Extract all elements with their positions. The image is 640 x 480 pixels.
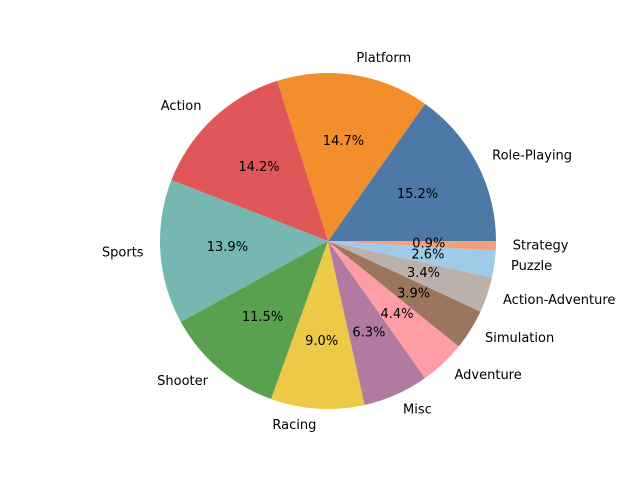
- pie-slice-puzzle: [328, 241, 496, 278]
- percent-label-simulation: 3.9%: [397, 287, 430, 302]
- pie-slice-misc: [328, 241, 426, 405]
- category-label-misc: Misc: [403, 402, 432, 417]
- percent-label-action: 14.2%: [238, 160, 279, 175]
- category-label-racing: Racing: [272, 418, 316, 433]
- pie-slice-simulation: [328, 241, 481, 347]
- category-label-simulation: Simulation: [485, 331, 554, 346]
- category-label-action: Action: [161, 99, 202, 114]
- category-label-adventure: Adventure: [455, 368, 522, 383]
- pie-slice-platform: [277, 73, 426, 241]
- category-label-sports: Sports: [102, 246, 144, 261]
- percent-label-platform: 14.7%: [323, 134, 364, 149]
- pie-slice-action-adventure: [328, 241, 492, 312]
- pie-slice-role-playing: [328, 103, 496, 241]
- pie-slice-racing: [271, 241, 365, 409]
- category-label-strategy: Strategy: [513, 239, 569, 254]
- percent-label-adventure: 4.4%: [380, 307, 413, 322]
- percent-label-misc: 6.3%: [352, 326, 385, 341]
- pie-slice-action: [171, 80, 328, 241]
- percent-label-shooter: 11.5%: [242, 310, 283, 325]
- slices-layer: [159, 73, 496, 409]
- pie-slice-sports: [159, 180, 328, 322]
- category-label-shooter: Shooter: [157, 374, 208, 389]
- percent-label-racing: 9.0%: [305, 334, 338, 349]
- percent-label-sports: 13.9%: [207, 240, 248, 255]
- percent-labels-layer: 15.2% 14.7% 14.2% 13.9% 11.5% 9.0% 6.3% 4.4% 3.9…: [207, 134, 446, 349]
- category-label-puzzle: Puzzle: [511, 259, 552, 274]
- percent-label-puzzle: 2.6%: [411, 247, 444, 262]
- pie-slice-shooter: [180, 241, 328, 400]
- category-label-role-playing: Role-Playing: [492, 149, 572, 164]
- pie-slice-adventure: [328, 241, 459, 379]
- category-label-action-adventure: Action-Adventure: [503, 293, 615, 308]
- percent-label-action-adventure: 3.4%: [407, 266, 440, 281]
- percent-label-role-playing: 15.2%: [397, 187, 438, 202]
- category-label-platform: Platform: [356, 51, 411, 66]
- pie-slice-strategy: [328, 241, 496, 251]
- category-labels-layer: Role-Playing Platform Action Sports Shooter R…: [102, 51, 615, 433]
- percent-label-strategy: 0.9%: [412, 236, 445, 251]
